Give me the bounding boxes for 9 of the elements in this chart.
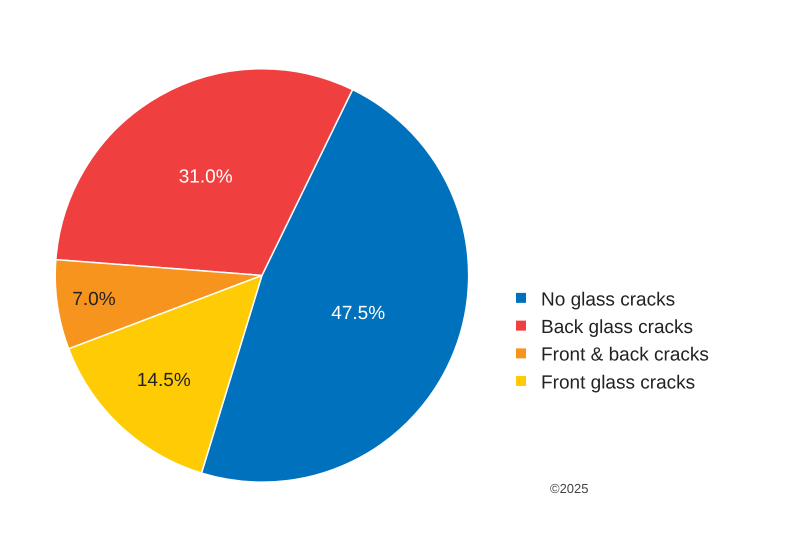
legend-label: Front glass cracks	[541, 372, 696, 394]
legend-label: No glass cracks	[541, 289, 676, 310]
data-label: 47.5%	[331, 302, 386, 324]
data-label: 31.0%	[178, 166, 233, 188]
legend-label: Front & back cracks	[541, 344, 709, 366]
data-label: 7.0%	[72, 289, 116, 310]
text: ©2025	[550, 481, 588, 496]
data-label: 14.5%	[136, 370, 191, 391]
legend-label: Back glass cracks	[541, 317, 694, 338]
